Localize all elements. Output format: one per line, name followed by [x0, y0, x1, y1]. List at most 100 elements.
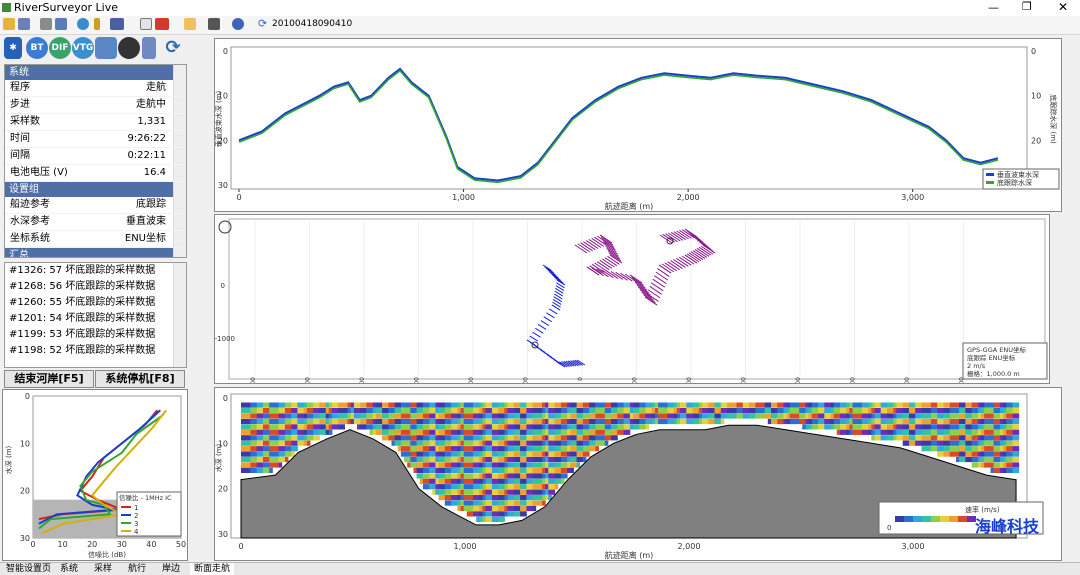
velocity-cell	[375, 408, 380, 414]
velocity-cell	[523, 402, 527, 408]
message-item[interactable]: #1198: 52 坏底跟踪的采样数据	[9, 345, 156, 356]
pin-icon[interactable]	[94, 18, 100, 30]
velocity-vector	[615, 271, 628, 281]
bluetooth-icon[interactable]: ✱	[4, 37, 22, 59]
velocity-cell	[777, 408, 781, 414]
sync-icon[interactable]: ⟳	[165, 37, 181, 58]
section-system[interactable]: 系统	[5, 65, 186, 80]
message-item[interactable]: #1268: 56 坏底跟踪的采样数据	[9, 281, 156, 292]
flag-icon[interactable]	[155, 18, 169, 30]
velocity-cell	[865, 424, 869, 430]
bt-icon[interactable]: BT	[26, 37, 48, 59]
tab-3[interactable]: 航行	[128, 564, 147, 574]
hand-icon[interactable]	[184, 18, 196, 30]
message-item[interactable]: #1201: 54 坏底跟踪的采样数据	[9, 313, 156, 324]
velocity-cell	[733, 408, 737, 414]
velocity-cell	[372, 418, 377, 425]
close-icon[interactable]: ✕	[1058, 0, 1069, 14]
globe-icon[interactable]	[77, 18, 89, 30]
velocity-cell	[313, 402, 317, 408]
refresh-icon[interactable]: ⟳	[258, 17, 268, 30]
velocity-vector	[601, 239, 615, 248]
velocity-cell	[479, 424, 483, 430]
velocity-cell	[448, 451, 452, 457]
section-summary[interactable]: 汇总	[5, 248, 186, 257]
tab-5[interactable]: 断面走航	[190, 563, 235, 575]
velocity-cell	[974, 408, 979, 414]
tab-2[interactable]: 采样	[94, 564, 113, 574]
velocity-cell	[244, 435, 248, 441]
velocity-cell	[905, 440, 910, 446]
velocity-cell	[959, 451, 963, 457]
tab-4[interactable]: 岸边	[162, 564, 181, 574]
velocity-cell	[466, 451, 471, 457]
minimize-icon[interactable]: —	[988, 1, 999, 14]
map-icon[interactable]	[95, 37, 117, 59]
velocity-cell	[771, 408, 775, 414]
velocity-cell	[510, 424, 515, 430]
battery-icon[interactable]	[142, 37, 156, 59]
velocity-cell	[448, 484, 452, 490]
help-icon[interactable]	[232, 18, 244, 30]
status-value: 0:22:11	[127, 150, 166, 161]
snr-series-3	[38, 414, 164, 530]
home-icon[interactable]	[218, 220, 232, 234]
velocity-vector	[670, 260, 683, 269]
tools-icon[interactable]	[40, 18, 52, 30]
velocity-vector	[553, 276, 563, 283]
velocity-vector	[556, 279, 566, 286]
velocity-cell	[589, 418, 593, 425]
maximize-icon[interactable]: ❐	[1022, 0, 1032, 13]
velocity-cell	[479, 413, 483, 419]
velocity-cell	[852, 429, 857, 435]
velocity-cell	[460, 462, 465, 468]
open-icon[interactable]	[3, 18, 15, 30]
velocity-cell	[513, 473, 518, 479]
velocity-cell	[269, 429, 273, 435]
velocity-cell	[476, 516, 480, 522]
tab-1[interactable]: 系统	[60, 564, 79, 574]
velocity-cell	[623, 424, 628, 430]
velocity-cell	[532, 451, 537, 457]
message-item[interactable]: #1199: 53 坏底跟踪的采样数据	[9, 329, 156, 340]
velocity-cell	[984, 451, 988, 457]
velocity-cell	[259, 408, 264, 414]
save-icon[interactable]	[18, 18, 30, 30]
vtg-icon[interactable]: VTG	[72, 37, 94, 59]
velocity-cell	[507, 451, 512, 457]
velocity-cell	[990, 440, 995, 446]
section-settings[interactable]: 设置组	[5, 182, 186, 197]
velocity-cell	[476, 484, 480, 490]
velocity-cell	[306, 424, 311, 430]
velocity-cell	[582, 440, 587, 446]
velocity-cell	[473, 467, 477, 473]
x-tick-label: 10	[58, 540, 68, 549]
velocity-cell	[410, 435, 414, 441]
camera-icon[interactable]	[208, 18, 220, 30]
velocity-cell	[993, 462, 998, 468]
velocity-cell	[517, 456, 521, 463]
velocity-cell	[275, 402, 280, 408]
edit-icon[interactable]	[140, 18, 152, 30]
velocity-cell	[517, 500, 521, 506]
velocity-cell	[542, 478, 546, 484]
dif-icon[interactable]: DIF	[49, 37, 71, 59]
system-stop-button[interactable]: 系统停机[F8]	[95, 370, 185, 388]
velocity-cell	[780, 402, 784, 408]
velocity-cell	[978, 462, 982, 468]
message-item[interactable]: #1326: 57 坏底跟踪的采样数据	[9, 265, 156, 276]
velocity-vector	[574, 359, 584, 366]
tab-0[interactable]: 智能设置页	[6, 564, 52, 574]
filter-icon[interactable]	[110, 18, 124, 30]
velocity-cell	[498, 424, 502, 430]
message-scrollbar[interactable]	[173, 263, 186, 367]
velocity-cell	[789, 402, 794, 408]
velocity-cell	[620, 408, 625, 414]
window-icon[interactable]	[55, 18, 67, 30]
end-bank-button[interactable]: 结束河岸[F5]	[4, 370, 94, 388]
velocity-cell	[523, 500, 527, 506]
film-icon[interactable]	[118, 37, 140, 59]
velocity-cell	[538, 456, 543, 463]
message-item[interactable]: #1260: 55 坏底跟踪的采样数据	[9, 297, 156, 308]
y-tick-label: 20	[20, 487, 30, 496]
